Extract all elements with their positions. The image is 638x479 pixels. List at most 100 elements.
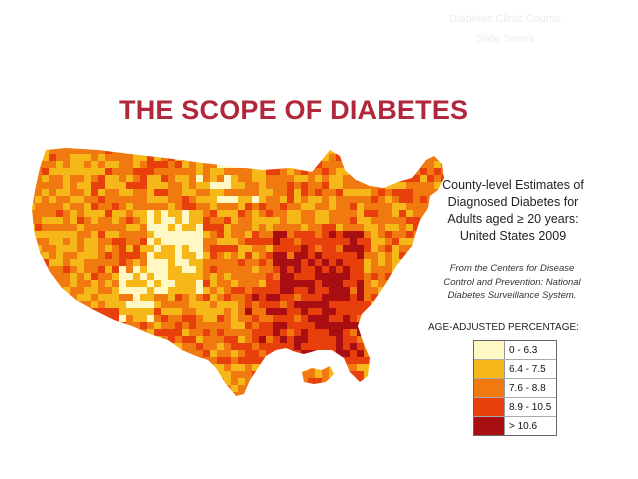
county-cell [56,399,64,407]
county-cell [161,224,169,232]
county-cell [252,273,260,281]
county-cell [49,399,57,407]
county-cell [189,140,197,148]
county-cell [392,364,400,372]
county-cell [427,336,435,344]
county-cell [63,378,71,386]
county-cell [140,154,148,162]
county-cell [182,231,190,239]
county-cell [273,203,281,211]
county-cell [231,378,239,386]
county-cell [119,357,127,365]
county-cell [364,287,372,295]
county-cell [420,182,428,190]
county-cell [385,196,393,204]
county-cell [140,378,148,386]
county-cell [182,259,190,267]
county-cell [413,161,421,169]
county-cell [280,322,288,330]
county-cell [154,287,162,295]
county-cell [399,371,407,379]
county-cell [161,399,169,407]
county-cell [378,140,386,148]
county-cell [175,364,183,372]
county-cell [175,266,183,274]
county-cell [84,238,92,246]
county-cell [35,364,43,372]
county-cell [273,148,281,155]
county-cell [224,378,232,386]
county-cell [427,203,435,211]
county-cell [301,399,309,407]
county-cell [154,308,162,316]
county-cell [385,315,393,323]
county-cell [294,203,302,211]
county-cell [84,273,92,281]
county-cell [32,210,36,218]
county-cell [210,378,218,386]
county-cell [161,189,169,197]
county-cell [42,315,50,323]
county-cell [35,392,43,396]
county-cell [273,196,281,204]
county-cell [315,182,323,190]
county-cell [189,175,197,183]
county-cell [406,280,414,288]
county-cell [280,161,288,169]
county-cell [238,364,246,372]
county-cell [35,294,43,302]
county-cell [413,301,421,309]
county-cell [413,238,421,246]
county-cell [32,154,36,162]
county-cell [364,329,372,337]
county-cell [427,217,435,225]
county-cell [301,203,309,211]
county-cell [140,182,148,190]
county-cell [259,392,267,396]
county-cell [35,182,43,190]
county-cell [322,231,330,239]
county-cell [91,175,99,183]
county-cell [238,196,246,204]
county-cell [70,161,78,169]
county-cell [231,238,239,246]
county-cell [329,322,337,330]
county-cell [392,217,400,225]
county-cell [126,238,134,246]
county-cell [399,343,407,351]
county-cell [63,266,71,274]
county-cell [91,196,99,204]
county-cell [364,378,372,386]
county-cell [399,301,407,309]
county-cell [77,154,85,162]
county-cell [385,224,393,232]
county-cell [119,371,127,379]
county-cell [406,343,414,351]
county-cell [133,168,141,176]
county-cell [168,273,176,281]
county-cell [322,182,330,190]
county-cell [210,357,218,365]
county-cell [448,168,456,176]
county-cell [70,224,78,232]
county-cell [77,168,85,176]
county-cell [98,343,106,351]
county-cell [112,308,120,316]
county-cell [371,259,379,267]
county-cell [196,392,204,396]
county-cell [301,217,309,225]
county-cell [147,378,155,386]
county-cell [378,238,386,246]
county-cell [252,329,260,337]
county-cell [98,182,106,190]
county-cell [350,399,358,407]
county-cell [308,259,316,267]
county-cell [126,231,134,239]
county-cell [91,189,99,197]
county-cell [357,252,365,260]
county-cell [189,378,197,386]
county-cell [287,273,295,281]
county-cell [329,175,337,183]
county-cell [406,224,414,232]
county-cell [259,336,267,344]
